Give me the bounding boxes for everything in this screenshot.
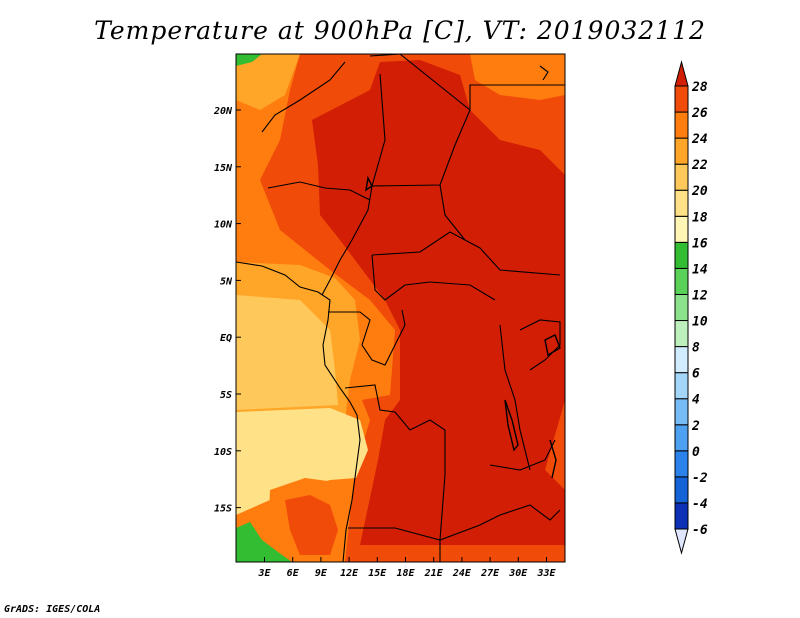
- y-tick-label: 15S: [214, 504, 232, 515]
- colorbar-label: 12: [692, 288, 708, 303]
- colorbar-swatch: [674, 502, 689, 530]
- y-tick-label: EQ: [220, 333, 232, 344]
- border-uganda-kenya: [519, 319, 561, 371]
- y-tick-label: 15N: [214, 163, 233, 174]
- colorbar-swatch: [674, 424, 689, 452]
- plot-title: Temperature at 900hPa [C], VT: 201903211…: [94, 16, 706, 45]
- x-tick-label: 33E: [536, 568, 556, 579]
- colorbar-swatch: [674, 372, 689, 400]
- lake-chad: [365, 175, 373, 192]
- border-chad-sudan: [371, 109, 471, 187]
- colorbar-label: 14: [692, 262, 708, 277]
- border-nile-detail: [539, 65, 549, 81]
- colorbar-label: 18: [692, 210, 708, 225]
- border-zimbabwe: [499, 504, 561, 521]
- field-22-24-north: [236, 54, 300, 110]
- country-borders: [236, 54, 565, 562]
- field-coast-26-28: [285, 495, 338, 555]
- colorbar-label: -4: [692, 497, 708, 512]
- y-tick-label: 5N: [220, 276, 233, 287]
- y-axis-ticks: 20N 15N 10N 5N EQ 5S 10S 15S: [213, 106, 241, 515]
- credit-label: GrADS: IGES/COLA: [4, 604, 101, 615]
- field-20-22-ocean: [236, 295, 338, 410]
- colorbar-swatch: [674, 85, 689, 113]
- field-28-plus: [312, 60, 565, 545]
- colorbar-label: 20: [691, 184, 708, 199]
- colorbar-label: 2: [691, 419, 700, 434]
- colorbar-swatch: [674, 346, 689, 374]
- colorbar-label: 4: [692, 393, 700, 408]
- border-nigeria-niger: [267, 181, 371, 201]
- colorbar-label: 10: [692, 315, 708, 330]
- border-nigeria-cameroon: [321, 239, 353, 296]
- colorbar-swatch: [674, 215, 689, 243]
- border-mali: [261, 61, 346, 133]
- colorbar-label: 22: [691, 158, 708, 173]
- colorbar-label: 16: [692, 236, 708, 251]
- colorbar-label: 6: [692, 367, 700, 382]
- colorbar-top-arrow: [674, 60, 689, 87]
- colorbar-swatch: [674, 163, 689, 191]
- x-tick-label: 30E: [508, 568, 528, 579]
- colorbar-swatch: [674, 241, 689, 269]
- border-car-drc: [371, 254, 496, 301]
- border-chad-car: [439, 184, 466, 241]
- x-tick-label: 18E: [396, 568, 415, 579]
- colorbar-label: 28: [691, 80, 708, 95]
- y-tick-label: 5S: [220, 390, 232, 401]
- colorbar-swatch: [674, 189, 689, 217]
- x-axis-ticks: 3E 6E 9E 12E 15E 18E 21E 24E 27E 30E 33E: [257, 557, 557, 579]
- border-zambia-malawi: [489, 439, 556, 471]
- colorbar-label: 24: [691, 132, 708, 147]
- y-tick-label: 20N: [213, 106, 233, 117]
- colorbar-label: -6: [692, 523, 708, 538]
- colorbar-swatch: [674, 450, 689, 478]
- colorbar-swatch: [674, 320, 689, 348]
- colorbar-label: -2: [692, 471, 708, 486]
- x-tick-label: 21E: [424, 568, 444, 579]
- colorbar-bottom-arrow: [674, 528, 689, 555]
- field-24-26-ne: [470, 54, 565, 100]
- colorbar-swatch: [674, 476, 689, 504]
- colorbar-label: 26: [691, 106, 708, 121]
- x-tick-label: 27E: [480, 568, 500, 579]
- colorbar-swatch: [674, 398, 689, 426]
- x-tick-label: 9E: [315, 568, 328, 579]
- colorbar-swatch: [674, 267, 689, 295]
- x-tick-label: 24E: [452, 568, 472, 579]
- colorbar-swatch: [674, 111, 689, 139]
- colorbar-label: 0: [692, 445, 700, 460]
- border-congo-gabon: [328, 309, 406, 366]
- border-drc-east: [499, 324, 531, 471]
- map-frame: [235, 53, 566, 563]
- y-tick-label: 10S: [214, 447, 232, 458]
- lake-victoria: [544, 334, 561, 357]
- border-angola-drc: [344, 384, 446, 475]
- lake-malawi: [549, 439, 557, 479]
- border-namibia: [348, 514, 501, 541]
- field-14-16-sw: [236, 522, 292, 562]
- x-tick-label: 15E: [368, 568, 387, 579]
- y-tick-label: 10N: [214, 220, 233, 231]
- temperature-field: [236, 54, 565, 562]
- colorbar-label: 8: [692, 341, 700, 356]
- lakes: [365, 175, 561, 479]
- coastline: [236, 261, 361, 562]
- lake-tanganyika: [504, 399, 519, 452]
- x-tick-label: 6E: [287, 568, 300, 579]
- field-14-16-nw: [236, 54, 262, 66]
- x-tick-label: 3E: [257, 568, 271, 579]
- x-tick-label: 12E: [340, 568, 359, 579]
- colorbar-swatch: [674, 137, 689, 165]
- field-18-20: [236, 408, 368, 515]
- colorbar-swatch: [674, 293, 689, 322]
